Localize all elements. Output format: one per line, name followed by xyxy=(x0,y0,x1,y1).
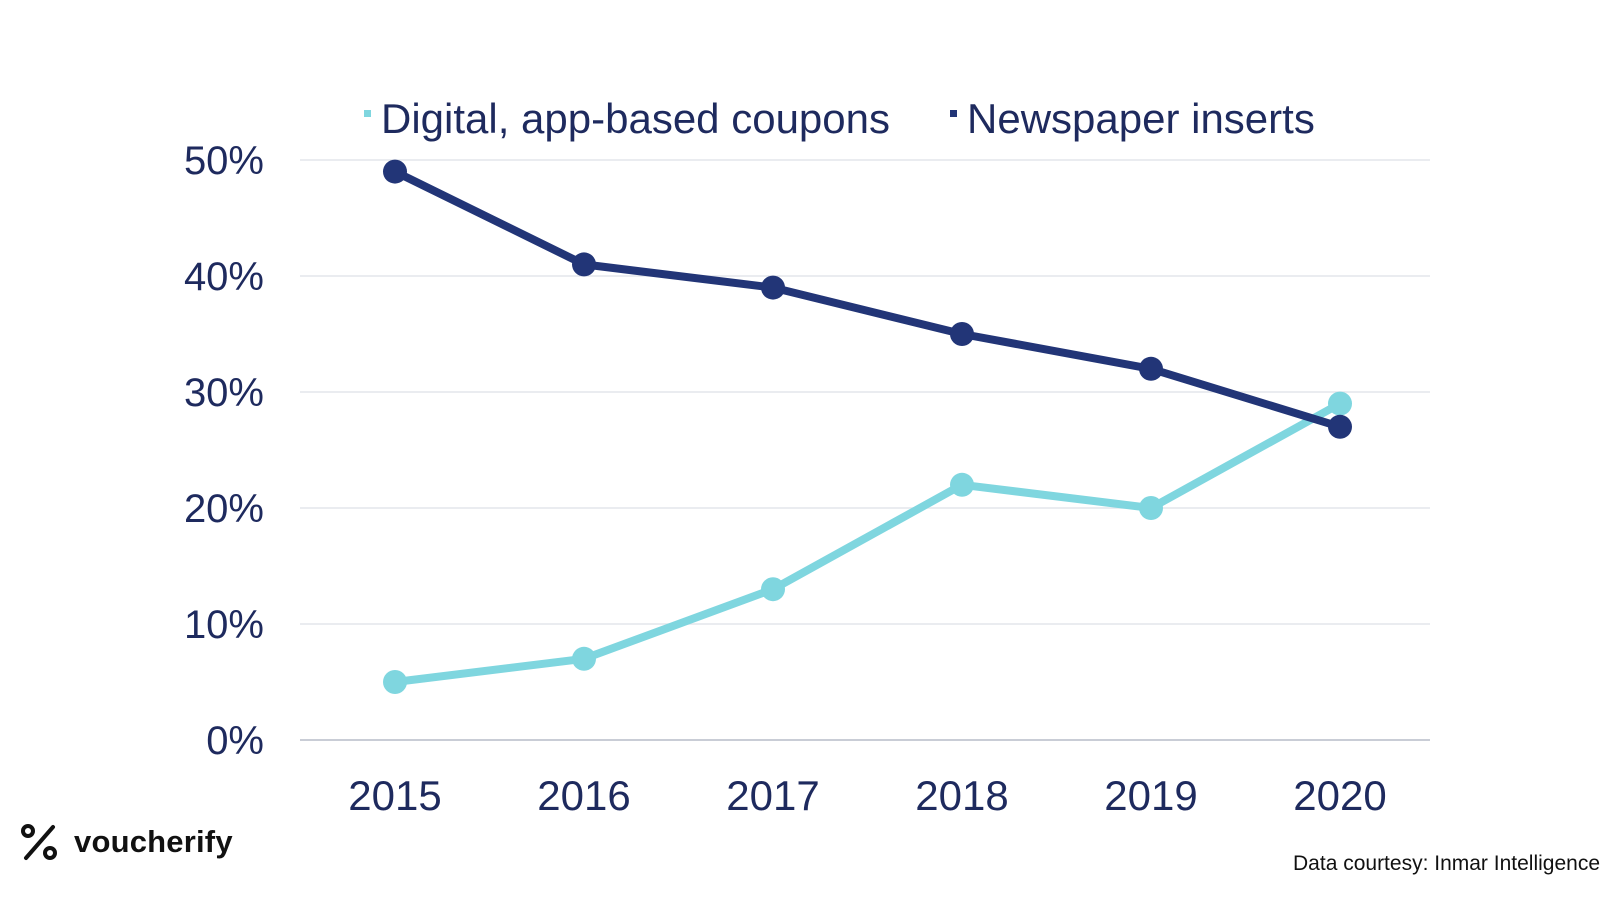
chart-series xyxy=(383,159,1352,694)
data-point xyxy=(1328,391,1352,416)
y-tick-label: 20% xyxy=(184,487,264,531)
data-point xyxy=(950,472,974,497)
data-source-note: Data courtesy: Inmar Intelligence xyxy=(1293,852,1600,875)
x-tick-label: 2020 xyxy=(1293,772,1386,819)
chart-legend: Digital, app-based coupons Newspaper inse… xyxy=(364,95,1315,142)
x-axis: 2015 2016 2017 2018 2019 2020 xyxy=(348,772,1386,819)
data-point xyxy=(1139,496,1163,520)
chart-grid xyxy=(300,159,1430,741)
series-0 xyxy=(383,391,1352,694)
y-tick-label: 30% xyxy=(184,371,264,415)
data-point xyxy=(572,252,596,277)
data-point xyxy=(761,577,785,602)
y-tick-label: 0% xyxy=(206,719,264,763)
x-tick-label: 2019 xyxy=(1104,772,1197,819)
data-point xyxy=(572,646,596,671)
y-tick-label: 10% xyxy=(184,603,264,647)
legend-marker xyxy=(950,110,957,117)
series-line xyxy=(391,167,1344,431)
voucherify-logo: voucherify xyxy=(20,822,233,862)
data-point xyxy=(761,275,785,300)
series-line xyxy=(391,399,1344,686)
data-point xyxy=(950,322,974,346)
x-tick-label: 2016 xyxy=(537,772,630,819)
legend-label: Digital, app-based coupons xyxy=(381,95,890,142)
legend-label: Newspaper inserts xyxy=(967,95,1315,142)
y-tick-label: 40% xyxy=(184,255,264,299)
logo-text: voucherify xyxy=(74,824,233,859)
y-tick-label: 50% xyxy=(184,139,264,183)
series-1 xyxy=(383,159,1352,439)
data-point xyxy=(1139,356,1163,381)
data-point xyxy=(383,159,407,184)
legend-marker xyxy=(364,110,371,117)
percent-icon xyxy=(21,824,57,860)
x-tick-label: 2018 xyxy=(915,772,1008,819)
data-point xyxy=(383,670,407,694)
data-point xyxy=(1328,414,1352,439)
x-tick-label: 2015 xyxy=(348,772,441,819)
x-tick-label: 2017 xyxy=(726,772,819,819)
y-axis: 0% 10% 20% 30% 40% 50% xyxy=(184,139,264,763)
